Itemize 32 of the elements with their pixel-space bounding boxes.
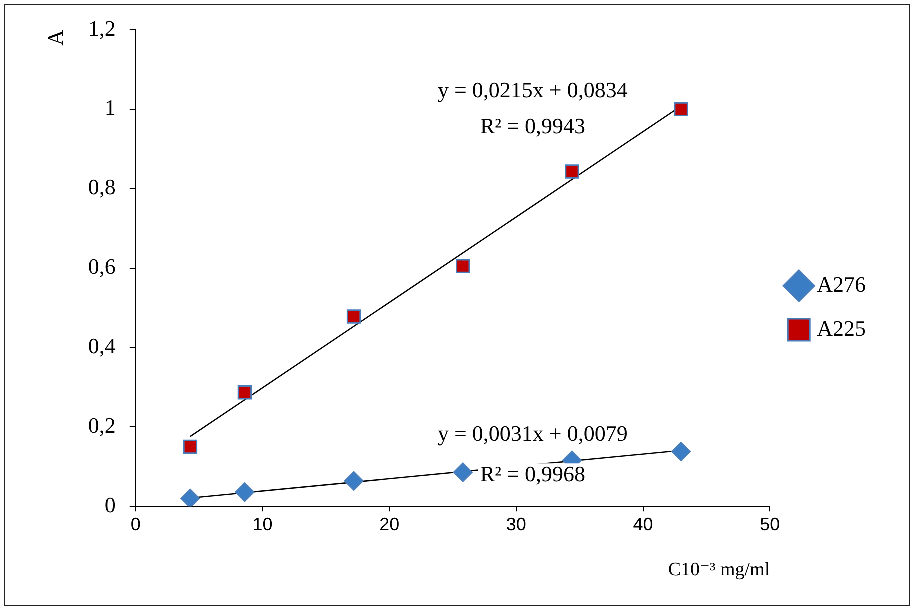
y-tick-label: 0,2 [88,412,116,438]
x-tick-label: 20 [380,514,400,534]
annotation: y = 0,0215x + 0,0834 [438,78,628,103]
annotation: R² = 0,9943 [480,113,586,138]
point [238,386,252,400]
y-tick-label: 1,2 [88,16,116,41]
point [453,462,473,482]
legend-label: A276 [817,272,866,297]
point [180,488,200,507]
y-tick-label: 0,6 [88,254,116,280]
point [235,482,255,502]
y-tick-label: 1 [104,95,116,120]
x-tick-label: 50 [760,514,780,534]
y-tick-label: 0,8 [88,174,116,200]
point [183,440,198,454]
point [346,310,362,324]
y-axis-title: A [42,30,68,46]
y-tick-label: 0,4 [88,334,116,359]
x-tick-label: 40 [633,514,654,534]
legend-label: A225 [817,316,866,341]
point [456,259,470,274]
y-tick-label: 0 [104,492,116,518]
annotation: R² = 0,9968 [480,461,586,486]
point [344,471,364,491]
point [672,442,692,462]
point [674,102,688,117]
x-tick-label: 30 [506,514,526,534]
point [565,164,580,179]
annotation: y = 0,0031x + 0,0079 [438,420,628,446]
x-tick-label: 10 [252,514,273,534]
x-axis-title: C10⁻³ mg/ml [668,560,770,581]
x-tick-label: 0 [130,514,141,534]
